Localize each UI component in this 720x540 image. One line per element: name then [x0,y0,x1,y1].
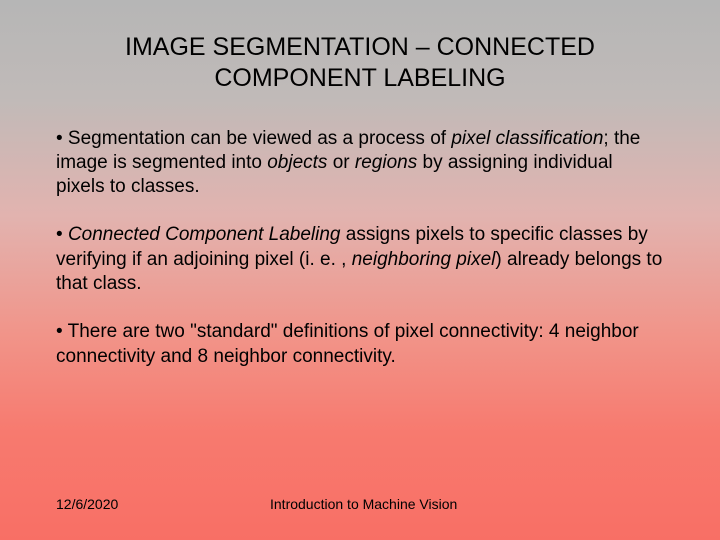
bullet-3: • There are two "standard" definitions o… [56,320,664,369]
bullet-1: • Segmentation can be viewed as a proces… [56,127,664,200]
footer-date: 12/6/2020 [56,496,118,512]
slide-container: IMAGE SEGMENTATION – CONNECTED COMPONENT… [0,0,720,540]
footer-course: Introduction to Machine Vision [270,496,457,512]
slide-title: IMAGE SEGMENTATION – CONNECTED COMPONENT… [56,32,664,95]
bullet-2: • Connected Component Labeling assigns p… [56,223,664,296]
